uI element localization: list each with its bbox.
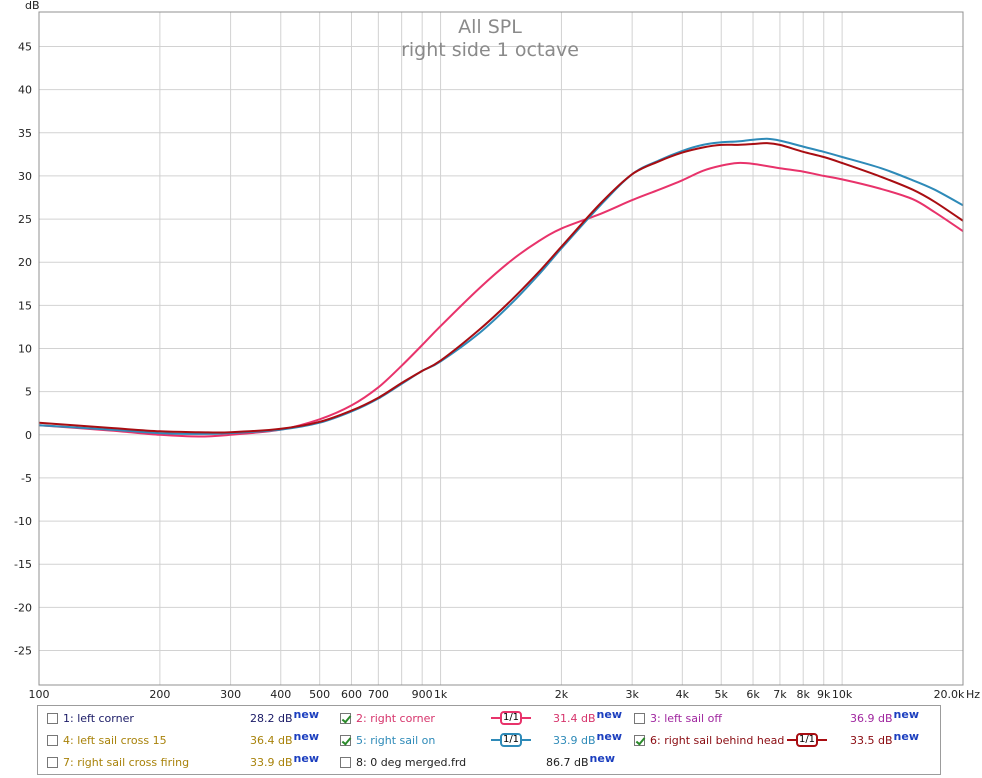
legend-panel: 1: left corner 28.2 dB new 2: right corner 1… xyxy=(37,705,941,775)
legend-entry[interactable]: 2: right corner xyxy=(340,707,435,729)
legend-entry[interactable]: 5: right sail on xyxy=(340,729,435,751)
x-tick-label: 8k xyxy=(797,688,811,701)
y-tick-label: 15 xyxy=(18,299,32,312)
legend-checkbox[interactable] xyxy=(47,734,58,746)
legend-label: 4: left sail cross 15 xyxy=(63,733,167,747)
x-tick-label: 500 xyxy=(309,688,330,701)
x-tick-label: 300 xyxy=(220,688,241,701)
legend-entry[interactable]: 6: right sail behind head xyxy=(634,729,784,751)
x-tick-label: 4k xyxy=(676,688,690,701)
y-tick-label: 20 xyxy=(18,256,32,269)
y-tick-label: -25 xyxy=(14,644,32,657)
legend-label: 5: right sail on xyxy=(356,733,436,747)
legend-value: 28.2 dB new xyxy=(250,707,319,725)
grid xyxy=(38,12,964,685)
series-lines xyxy=(38,137,964,438)
y-tick-label: 40 xyxy=(18,84,32,97)
smoothing-label: 1/1 xyxy=(500,733,522,747)
y-axis-unit-label: dB xyxy=(25,0,40,12)
x-tick-label: 900 xyxy=(412,688,433,701)
new-tag: new xyxy=(893,729,919,743)
x-tick-label: 7k xyxy=(773,688,787,701)
x-tick-label: 200 xyxy=(149,688,170,701)
new-tag: new xyxy=(589,751,615,765)
legend-checkbox[interactable] xyxy=(340,756,351,768)
y-tick-label: 45 xyxy=(18,41,32,54)
x-tick-label: 10k xyxy=(832,688,853,701)
legend-label: 8: 0 deg merged.frd xyxy=(356,755,467,769)
new-tag: new xyxy=(596,729,622,743)
x-tick-label: 1k xyxy=(434,688,448,701)
legend-entry[interactable]: 3: left sail off xyxy=(634,707,722,729)
smoothing-label: 1/1 xyxy=(796,733,818,747)
legend-label: 3: left sail off xyxy=(650,711,722,725)
x-tick-label: 700 xyxy=(368,688,389,701)
x-tick-label: 5k xyxy=(715,688,729,701)
x-axis-unit-label: Hz xyxy=(966,688,980,701)
legend-checkbox[interactable] xyxy=(340,734,351,746)
plot-frame xyxy=(38,11,964,686)
legend-checkbox[interactable] xyxy=(634,734,645,746)
x-tick-label: 3k xyxy=(625,688,639,701)
y-tick-label: -10 xyxy=(14,515,32,528)
axis-labels: 45 40 35 30 25 20 15 10 5 0 -5 -10 -15 -20 -25 100 200 30… xyxy=(14,41,965,701)
legend-checkbox[interactable] xyxy=(340,712,351,724)
series-line xyxy=(38,161,964,438)
legend-checkbox[interactable] xyxy=(634,712,645,724)
smoothing-button[interactable]: 1/1 xyxy=(787,733,827,747)
x-tick-label: 9k xyxy=(817,688,831,701)
legend-entry[interactable]: 8: 0 deg merged.frd xyxy=(340,751,466,773)
new-tag: new xyxy=(293,729,319,743)
legend-label: 2: right corner xyxy=(356,711,435,725)
legend-value: 33.9 dB new xyxy=(250,751,319,769)
legend-label: 1: left corner xyxy=(63,711,134,725)
chart-subtitle: right side 1 octave xyxy=(401,39,579,61)
y-tick-label: 25 xyxy=(18,213,32,226)
x-tick-label: 6k xyxy=(746,688,760,701)
x-tick-label: 400 xyxy=(270,688,291,701)
x-tick-label: 20.0k xyxy=(934,688,965,701)
smoothing-button[interactable]: 1/1 xyxy=(491,733,531,747)
y-tick-label: 30 xyxy=(18,170,32,183)
legend-value: 31.4 dB new xyxy=(553,707,622,725)
y-tick-label: 0 xyxy=(25,429,32,442)
legend-value: 33.9 dB new xyxy=(553,729,622,747)
x-tick-label: 2k xyxy=(555,688,569,701)
y-tick-label: -5 xyxy=(21,472,32,485)
y-tick-label: 35 xyxy=(18,127,32,140)
y-tick-label: -15 xyxy=(14,558,32,571)
legend-entry[interactable]: 4: left sail cross 15 xyxy=(47,729,167,751)
legend-value: 36.4 dB new xyxy=(250,729,319,747)
legend-value: 33.5 dB new xyxy=(850,729,919,747)
legend-label: 7: right sail cross firing xyxy=(63,755,190,769)
legend-entry[interactable]: 7: right sail cross firing xyxy=(47,751,189,773)
legend-entry[interactable]: 1: left corner xyxy=(47,707,134,729)
legend-value: 36.9 dB new xyxy=(850,707,919,725)
legend-checkbox[interactable] xyxy=(47,756,58,768)
new-tag: new xyxy=(893,707,919,721)
x-tick-label: 600 xyxy=(341,688,362,701)
chart-title: All SPL xyxy=(458,16,522,38)
series-line xyxy=(38,137,964,435)
y-tick-label: 5 xyxy=(25,386,32,399)
new-tag: new xyxy=(293,751,319,765)
x-tick-label: 100 xyxy=(29,688,50,701)
spl-chart: 45 40 35 30 25 20 15 10 5 0 -5 -10 -15 -20 -25 100 200 30… xyxy=(14,0,980,701)
y-tick-label: 10 xyxy=(18,343,32,356)
new-tag: new xyxy=(596,707,622,721)
smoothing-label: 1/1 xyxy=(500,711,522,725)
smoothing-button[interactable]: 1/1 xyxy=(491,711,531,725)
y-tick-label: -20 xyxy=(14,601,32,614)
legend-label: 6: right sail behind head xyxy=(650,733,785,747)
new-tag: new xyxy=(293,707,319,721)
legend-value: 86.7 dB new xyxy=(546,751,615,769)
series-line xyxy=(38,142,964,434)
legend-checkbox[interactable] xyxy=(47,712,58,724)
